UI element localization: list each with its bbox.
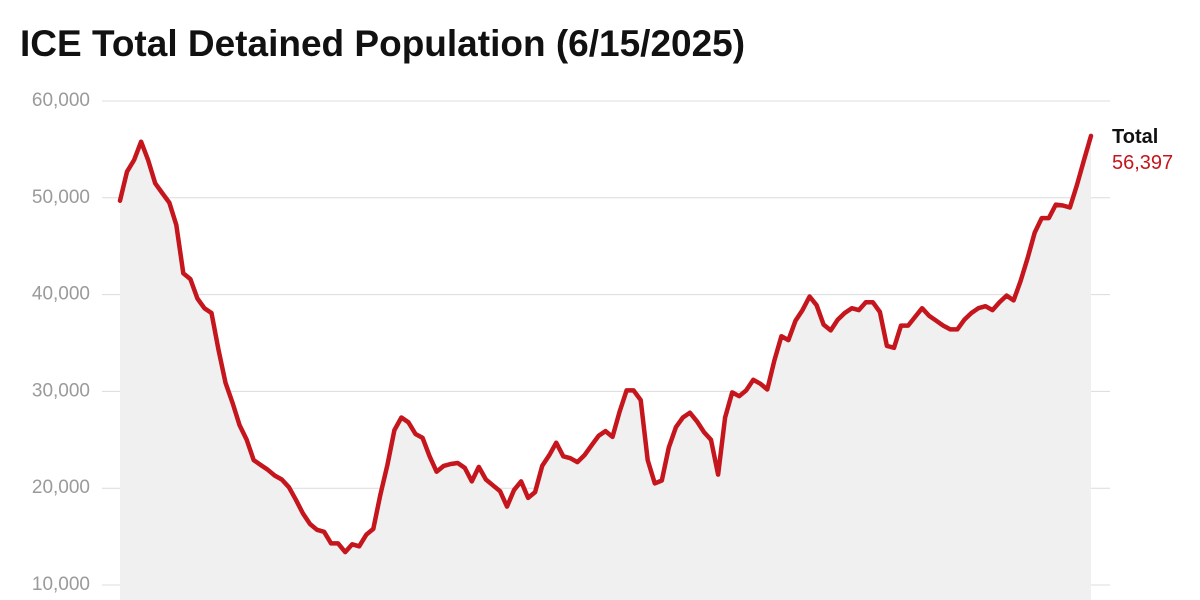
y-tick-label: 30,000 bbox=[32, 380, 90, 401]
chart-title: ICE Total Detained Population (6/15/2025… bbox=[20, 23, 745, 64]
line bbox=[117, 133, 1094, 555]
y-tick-label: 10,000 bbox=[32, 574, 90, 595]
y-tick-label: 50,000 bbox=[32, 187, 90, 208]
y-tick-label: 60,000 bbox=[32, 90, 90, 111]
area bbox=[120, 135, 1091, 600]
y-tick-label: 20,000 bbox=[32, 477, 90, 498]
y-tick-label: 40,000 bbox=[32, 284, 90, 305]
end-value-label: 56,397 bbox=[1112, 152, 1173, 174]
legend-label: Total bbox=[1112, 126, 1158, 148]
